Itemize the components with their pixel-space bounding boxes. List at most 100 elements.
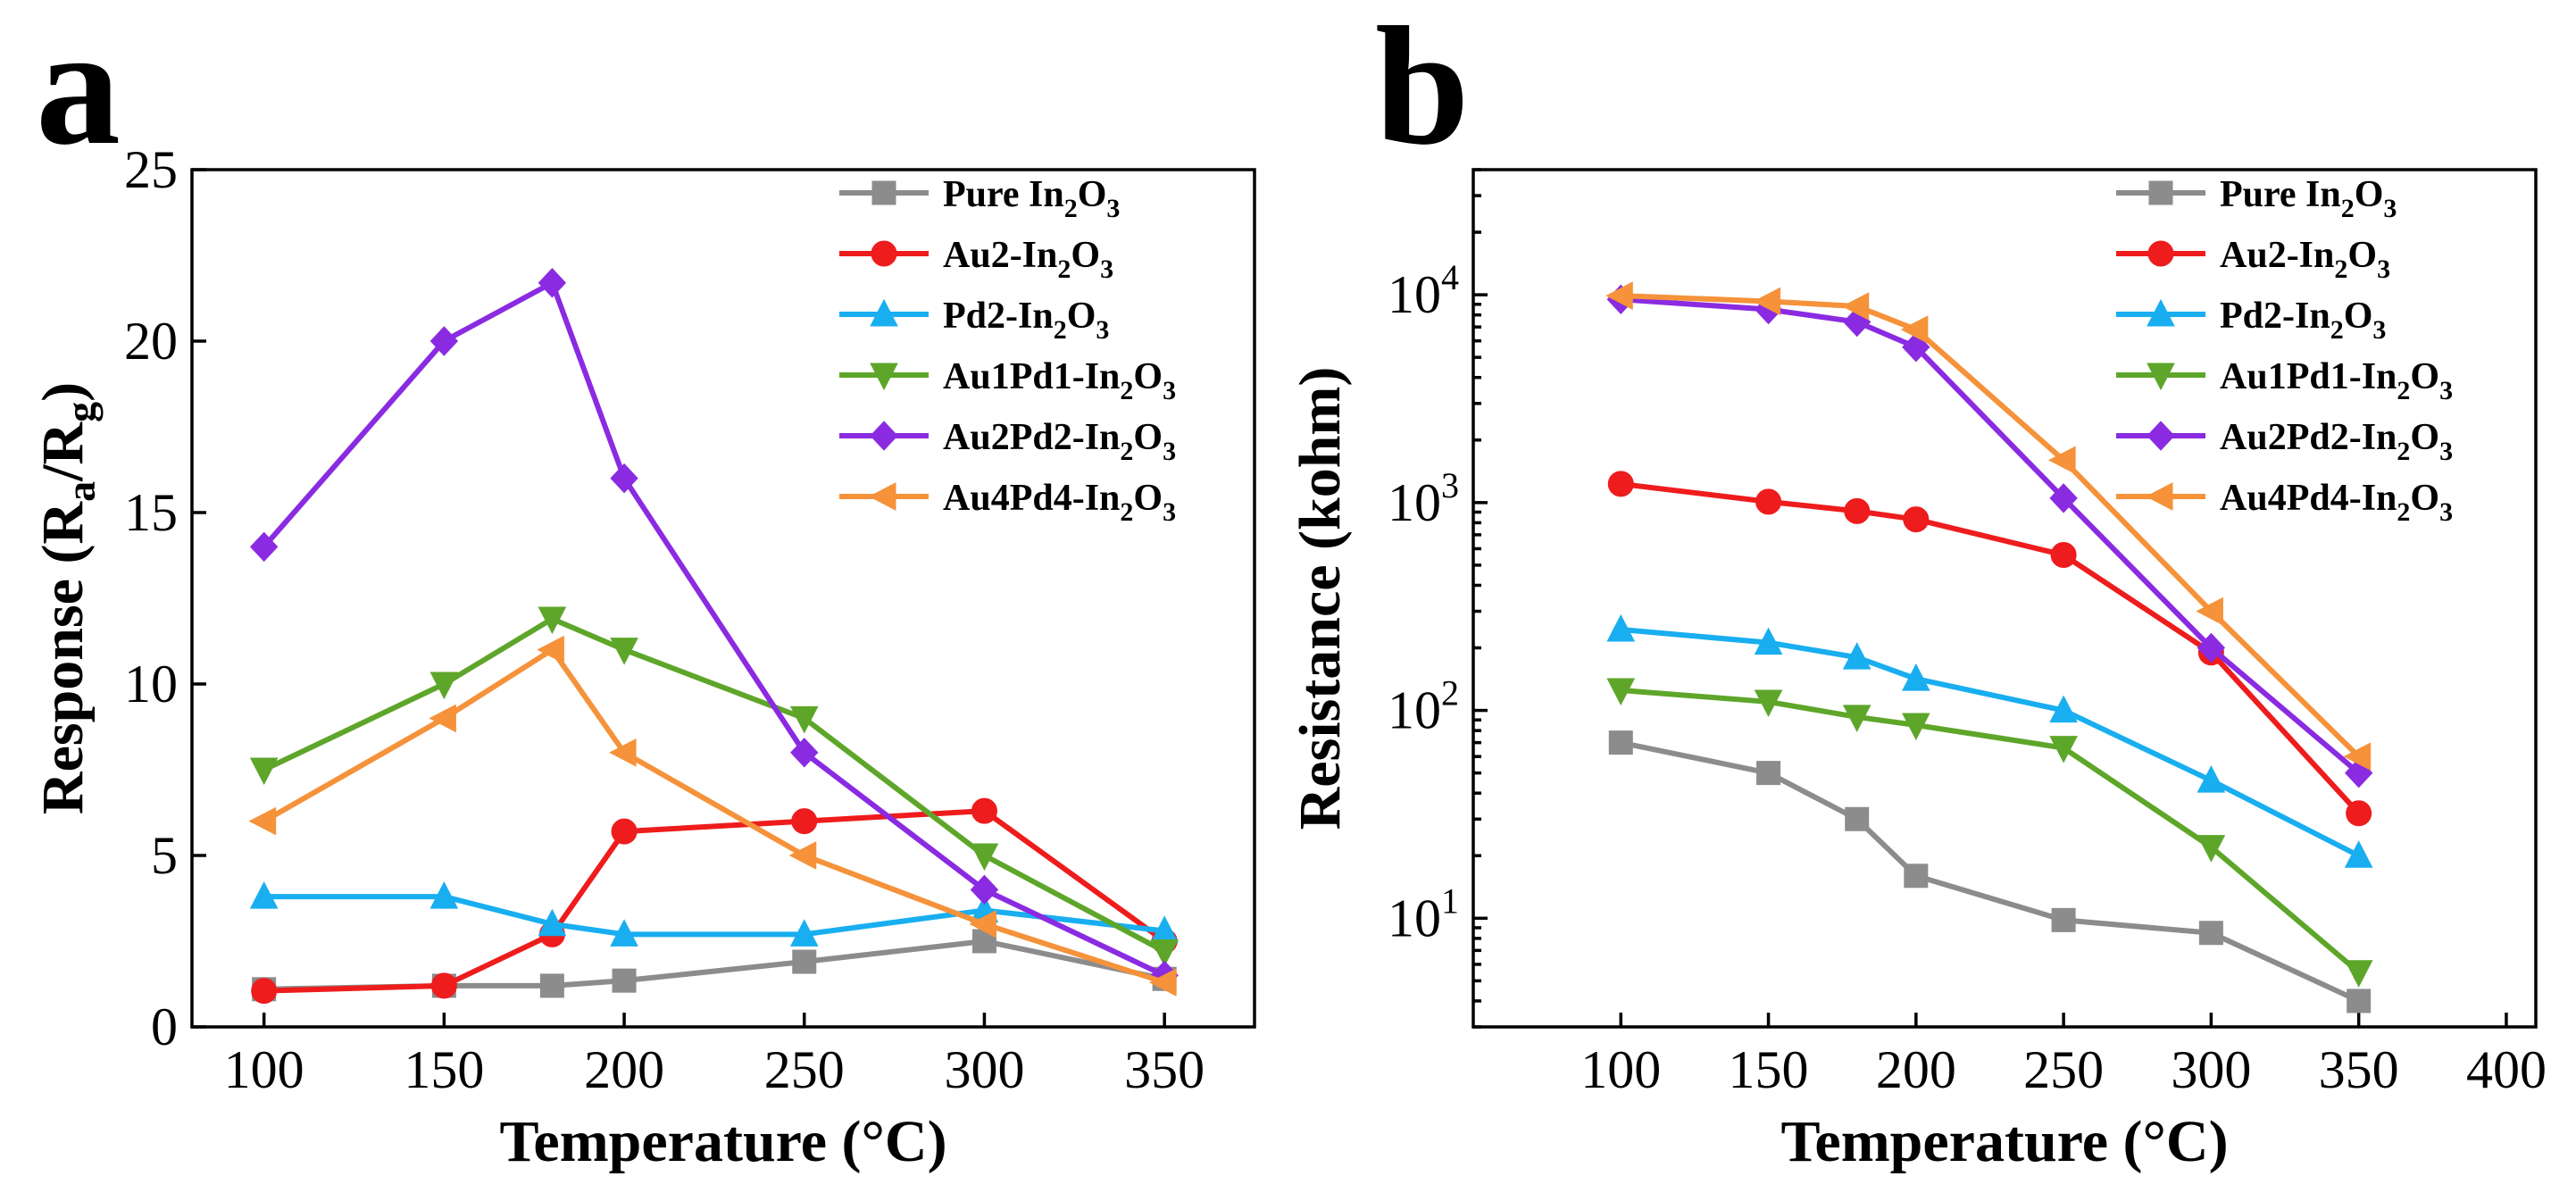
panel-b-point-au2-in2o3 (1755, 488, 1782, 515)
panel-a-point-pure-in2o3 (539, 973, 564, 998)
panel-b-line-au1pd1-in2o3 (1621, 688, 2361, 975)
panel-b-point-au4pd4-in2o3 (1841, 292, 1870, 321)
panel-a-legend-item-au1pd1-in2o3: Au1Pd1-In2O3 (839, 356, 1176, 405)
panel-b-y-tick-label: 103 (1388, 465, 1459, 532)
panel-b-point-pd2-in2o3 (1902, 663, 1930, 691)
panel-b-x-tick-label: 100 (1580, 1040, 1661, 1099)
panel-a-point-au4pd4-in2o3 (1149, 968, 1177, 997)
panel-b-x-tick-label: 150 (1729, 1040, 1809, 1099)
panel-b-series-pure-in2o3 (1608, 730, 2372, 1014)
panel-a-point-au2-in2o3 (791, 808, 818, 835)
panel-a-legend-item-au2pd2-in2o3: Au2Pd2-In2O3 (839, 417, 1176, 466)
panel-a-x-tick-label: 300 (944, 1040, 1024, 1099)
panel-b-point-pure-in2o3 (1756, 761, 1781, 786)
panel-b-point-pd2-in2o3 (1606, 613, 1636, 642)
panel-a-point-au4pd4-in2o3 (969, 909, 996, 939)
panel-b-point-pd2-in2o3 (1754, 627, 1783, 655)
panel-b-legend-label: Au1Pd1-In2O3 (2220, 356, 2453, 405)
panel-b-y-tick-label: 102 (1388, 673, 1459, 740)
panel-a-legend-label: Au4Pd4-In2O3 (943, 478, 1176, 527)
panel-a-point-au4pd4-in2o3 (248, 806, 277, 836)
panel-b-y-ticks: 101 102 103 104 (1388, 168, 1488, 1029)
panel-b-legend-label: Pure In2O3 (2220, 174, 2397, 223)
panel-a-point-au2pd2-in2o3 (610, 463, 638, 494)
panel-b-legend-swatch-marker (2147, 421, 2175, 451)
panel-b-point-au2-in2o3 (1607, 471, 1634, 497)
panel-b-legend: Pure In2O3 Au2-In2O3 Pd2-In2O3 Au1Pd1-In2O3… (2116, 174, 2453, 527)
panel-a-legend-swatch-marker (870, 363, 898, 391)
panel-a-y-axis-title: Response (Ra/Rg) (30, 382, 104, 814)
panel-a-point-au4pd4-in2o3 (788, 841, 817, 870)
panel-a-x-tick-label: 200 (584, 1040, 664, 1099)
panel-b-series-au4pd4-in2o3 (1605, 281, 2372, 772)
panel-b-point-pure-in2o3 (2198, 921, 2223, 946)
panel-b-series-au1pd1-in2o3 (1606, 678, 2373, 988)
panel-a-point-au2pd2-in2o3 (538, 267, 567, 298)
panel-a-legend-swatch-marker (870, 298, 898, 327)
panel-a-ylabel-sub-a: a (58, 481, 104, 502)
panel-a-y-tick-label: 25 (124, 140, 178, 199)
panel-b-x-tick-label: 250 (2023, 1040, 2104, 1099)
panel-b-point-au2-in2o3 (1844, 497, 1871, 524)
panel-b-legend-item-au1pd1-in2o3: Au1Pd1-In2O3 (2116, 356, 2453, 405)
panel-b-point-pure-in2o3 (2347, 989, 2372, 1014)
panel-a-y-tick-label: 15 (124, 483, 178, 542)
panel-b-point-au4pd4-in2o3 (1605, 281, 1633, 310)
panel-a-legend-swatch-marker (868, 482, 896, 511)
panel-b-point-au2-in2o3 (2346, 800, 2372, 827)
panel-a-ylabel-mid: /R (30, 421, 96, 482)
panel-b-point-au1pd1-in2o3 (1606, 678, 1636, 706)
panel-a-y-tick-label: 10 (124, 655, 178, 713)
panel-a-plot-frame (190, 168, 1256, 1029)
panel-b-legend-label: Au4Pd4-In2O3 (2220, 478, 2453, 527)
panel-b-legend-swatch-marker (2148, 180, 2173, 205)
panel-a-series-au4pd4-in2o3 (248, 635, 1177, 997)
panel-b-point-pure-in2o3 (1608, 730, 1633, 755)
panel-a-point-au1pd1-in2o3 (789, 705, 819, 734)
panel-a-x-axis-title: Temperature (°C) (499, 1109, 946, 1174)
panel-a-point-au1pd1-in2o3 (249, 757, 279, 786)
panel-a-letter: a (36, 0, 121, 180)
panel-b-point-pure-in2o3 (1845, 806, 1870, 831)
panel-b-point-au2-in2o3 (2050, 541, 2077, 568)
panel-b-point-pd2-in2o3 (2344, 840, 2373, 868)
panel-a-point-pd2-in2o3 (610, 919, 638, 947)
panel-a-point-au1pd1-in2o3 (970, 843, 999, 872)
panel-a-line-pd2-in2o3 (263, 894, 1165, 938)
panel-b-resistance-chart: b 100 150 200 250 300 350 400 101 102 103 104 Tem… (1288, 0, 2547, 1174)
panel-a-point-au2-in2o3 (430, 972, 457, 999)
panel-a-legend-swatch-marker (871, 240, 897, 267)
panel-b-point-au1pd1-in2o3 (2049, 736, 2078, 763)
panel-a-point-au2pd2-in2o3 (970, 874, 999, 905)
panel-a-legend-item-pd2-in2o3: Pd2-In2O3 (839, 296, 1109, 345)
panel-a-legend-label: Au2Pd2-In2O3 (943, 417, 1176, 466)
panel-a-point-au2-in2o3 (251, 978, 278, 1005)
panel-a-point-pure-in2o3 (792, 949, 817, 974)
panel-a-legend-item-pure-in2o3: Pure In2O3 (839, 174, 1120, 223)
panel-b-legend-item-pure-in2o3: Pure In2O3 (2116, 174, 2397, 223)
panel-b-legend-label: Au2-In2O3 (2220, 235, 2390, 284)
panel-a-legend-label: Au2-In2O3 (943, 235, 1113, 284)
panel-b-point-au1pd1-in2o3 (1902, 713, 1930, 741)
panel-a-point-au1pd1-in2o3 (610, 638, 638, 665)
panel-a-response-chart: a 100 150 200 250 300 350 0 5 10 15 20 25 Temperat… (30, 0, 1256, 1174)
panel-a-legend-item-au2-in2o3: Au2-In2O3 (839, 235, 1113, 284)
panel-b-legend-swatch-marker (2147, 240, 2174, 267)
panel-a-point-au1pd1-in2o3 (538, 606, 567, 635)
panel-b-legend-label: Pd2-In2O3 (2220, 296, 2386, 345)
panel-b-point-au1pd1-in2o3 (2197, 835, 2226, 863)
panel-b-legend-item-au2pd2-in2o3: Au2Pd2-In2O3 (2116, 417, 2453, 466)
panel-a-legend-label: Pure In2O3 (943, 174, 1120, 223)
panel-b-point-pure-in2o3 (1904, 863, 1929, 888)
panel-a-series (248, 267, 1179, 1005)
panel-b-series-pd2-in2o3 (1606, 613, 2373, 868)
panel-a-point-au4pd4-in2o3 (429, 704, 456, 733)
panel-a-x-ticks: 100 150 200 250 300 350 (224, 1013, 1205, 1099)
panel-a-x-tick-label: 350 (1124, 1040, 1205, 1099)
panel-a-x-tick-label: 250 (764, 1040, 845, 1099)
panel-a-y-tick-label: 20 (124, 312, 178, 371)
panel-b-point-au2pd2-in2o3 (2049, 483, 2078, 513)
panel-b-x-ticks: 100 150 200 250 300 350 400 (1580, 1013, 2547, 1099)
panel-b-point-au4pd4-in2o3 (2343, 742, 2372, 772)
panel-a-legend-swatch-marker (870, 421, 898, 451)
